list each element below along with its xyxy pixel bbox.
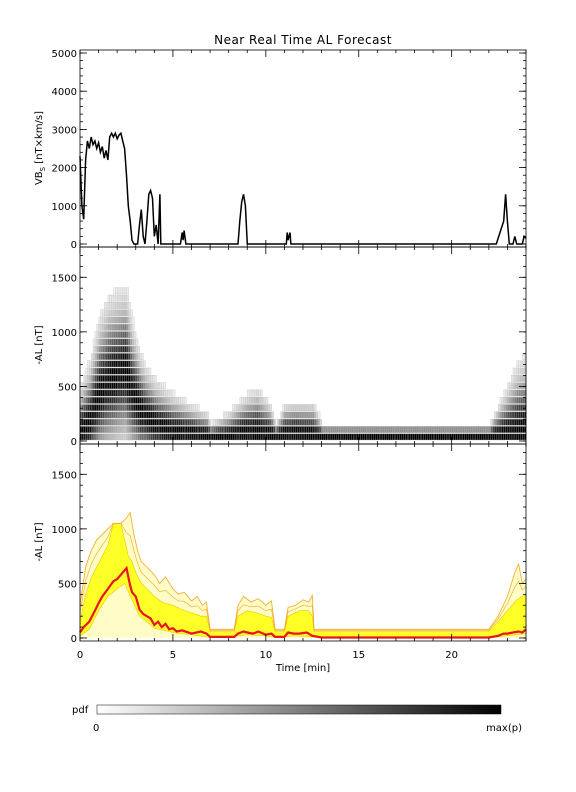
pdf-cell [269,404,272,411]
pdf-cell [208,418,211,426]
x-tick-label-1: 5 [170,650,176,661]
al-pdf-ytick-label-0: 0 [71,437,77,448]
vbs-ytick-label-1: 1000 [52,202,77,213]
pdf-cell [133,331,137,338]
vbs-ytick-label-3: 3000 [52,125,77,136]
colorbar-max-label: max(p) [486,723,522,734]
vbs-ylabel-sub: S [39,166,47,171]
pdf-cell [172,389,176,397]
x-tick-label-2: 10 [259,650,272,661]
pdf-cell [273,418,276,426]
vbs-ylabel-rest: [nT×km/s] [34,111,45,167]
colorbar-min-label: 0 [93,723,99,734]
x-tick-label-4: 20 [445,650,458,661]
pdf-cell [265,397,269,404]
svg-text:VBS [nT×km/s]: VBS [nT×km/s] [34,111,47,185]
al-forecast-ytick-label-3: 1500 [52,470,77,481]
al-pdf-ytick-label-2: 1000 [52,328,77,339]
pdf-cell [131,324,135,331]
upper-quantile-line [79,511,527,630]
al-forecast-ytick-label-2: 1000 [52,525,77,536]
vbs-ytick-label-2: 2000 [52,164,77,175]
pdf-cell [137,345,140,353]
vbs-panel: VBS [nT×km/s] 0 1000 2000 3000 4000 5000 [34,49,527,251]
interquartile-band [79,523,527,639]
al-forecast-panel: -AL [nT] 0 500 1000 1500 [34,443,527,645]
pdf-cell [319,418,323,426]
vbs-y-axis-label: VBS [nT×km/s] [34,111,47,185]
al-forecast-plot-frame [79,443,527,642]
colorbar [96,704,502,715]
x-axis-label: Time [min] [275,663,330,674]
median-line [79,565,527,639]
pdf-cell [135,338,139,346]
pdf-cell [141,353,144,360]
x-tick-label-0: 0 [77,650,83,661]
pdf-cell [313,404,317,411]
x-tick-label-3: 15 [352,650,365,661]
vbs-ytick-label-4: 4000 [52,87,77,98]
al-pdf-ytick-label-1: 500 [58,382,77,393]
pdf-cell [128,302,131,309]
mid-quantile-line [79,523,527,631]
pdf-cell [130,309,133,317]
pdf-cell [131,316,135,324]
vbs-series-line [79,131,527,245]
al-forecast-y-axis-label: -AL [nT] [34,522,45,561]
pdf-cell [154,375,157,382]
pdf-cell [317,411,321,419]
pdf-cell [143,360,146,368]
colorbar-label: pdf [72,705,89,716]
al-pdf-panel: -AL [nT] 0 500 1000 1500 [34,246,527,448]
al-pdf-y-axis-label: -AL [nT] [34,325,45,364]
pdf-cell [196,404,200,411]
pdf-cell [126,287,129,295]
vbs-ytick-label-0: 0 [71,240,77,251]
pdf-cell [260,389,263,397]
pdf-cell [271,411,274,419]
al-forecast-ytick-label-0: 0 [71,634,77,645]
pdf-cell [183,397,187,404]
al-forecast-ytick-label-1: 500 [58,579,77,590]
vbs-ylabel-main: VB [34,171,45,185]
vbs-ytick-label-5: 5000 [52,49,77,60]
pdf-cell [148,367,152,375]
pdf-cell [163,382,166,390]
pdf-cell [126,294,129,302]
chart-title: Near Real Time AL Forecast [214,33,392,47]
al-pdf-ytick-label-3: 1500 [52,273,77,284]
pdf-cell [206,411,209,419]
